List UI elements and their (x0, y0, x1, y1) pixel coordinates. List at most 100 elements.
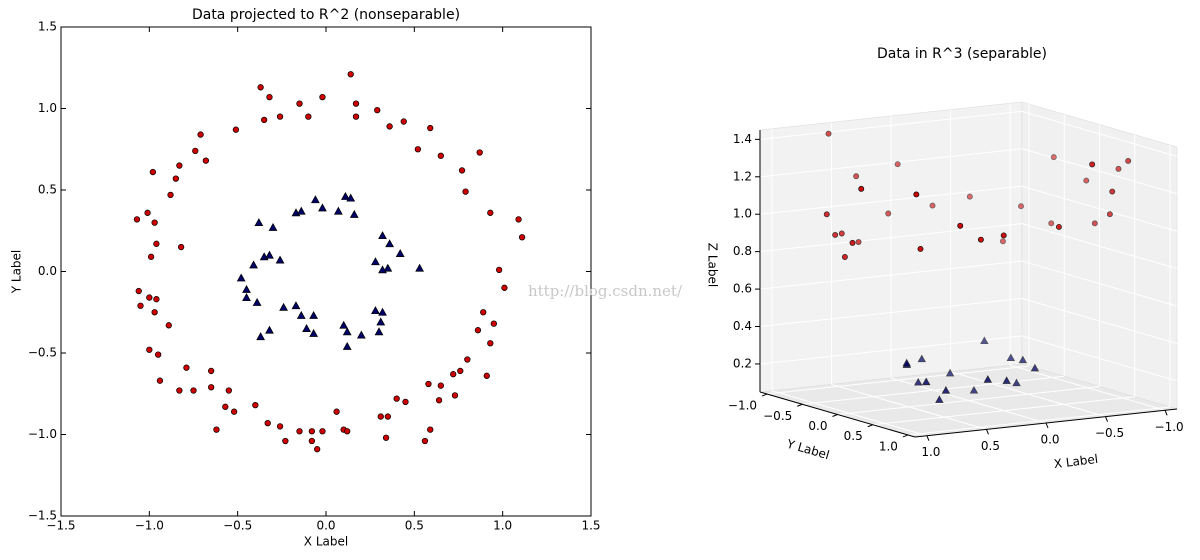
watermark: http://blog.csdn.net/ (528, 282, 683, 300)
circle-point (495, 266, 503, 274)
triangle-point (385, 239, 394, 248)
triangle-point (395, 249, 405, 257)
circle-point (458, 167, 466, 174)
z-axis-label: Z Label (706, 243, 720, 287)
x-tick (985, 429, 989, 435)
circle-point (167, 191, 174, 199)
circle-point (183, 364, 190, 371)
grid-line (1021, 260, 1178, 307)
y-tick-label: 0.0 (808, 419, 827, 433)
grid-line (1021, 298, 1178, 344)
triangle-point (342, 341, 352, 350)
circle-point (374, 106, 381, 114)
triangle-point (346, 193, 356, 202)
triangle-point (341, 191, 350, 200)
y-tick-label: −1.5 (28, 509, 57, 523)
circle-point (352, 113, 360, 120)
circle-point (853, 173, 860, 180)
circle-point (1048, 220, 1055, 227)
circle-point (1018, 203, 1024, 210)
y-tick (797, 403, 803, 407)
circle-point (257, 84, 264, 91)
triangle-point (371, 257, 380, 266)
triangle-point (302, 324, 311, 332)
y-tick-label: 1.5 (38, 20, 57, 34)
triangle-point (268, 222, 278, 231)
z-tick-label: 1.0 (733, 207, 752, 221)
circle-point (999, 238, 1006, 245)
circle-point (1091, 220, 1098, 227)
chart-title: Data projected to R^2 (nonseparable) (192, 7, 460, 23)
circle-point (276, 113, 284, 120)
circle-point (515, 216, 522, 223)
triangle-point (249, 260, 258, 269)
grid-line (766, 365, 1030, 395)
circle-point (165, 322, 172, 329)
grid-line (872, 396, 1135, 426)
triangle-point (265, 250, 274, 259)
grid-line (759, 260, 1023, 290)
triangle-point (945, 368, 955, 377)
circle-point (192, 147, 199, 155)
y-tick (902, 434, 909, 438)
circle-point (319, 93, 326, 101)
triangle-point (252, 297, 262, 306)
plot-frame (60, 26, 592, 517)
circle-point (190, 387, 197, 394)
circle-point (1125, 158, 1132, 164)
circle-point (155, 351, 162, 358)
circle-point (393, 395, 400, 402)
triangle-point (378, 265, 387, 274)
y-tick-label: 0.5 (38, 183, 57, 197)
circle-point (137, 302, 144, 309)
circle-point (344, 428, 351, 435)
triangle-point (374, 327, 384, 336)
circle-point (153, 240, 160, 247)
circle-point (232, 126, 240, 133)
circle-point (252, 402, 259, 409)
grid-line (1021, 148, 1178, 195)
grid-line (1021, 223, 1178, 270)
triangle-point (902, 358, 911, 367)
y-axis-line (759, 391, 916, 438)
z-tick-label: 0.8 (733, 244, 752, 258)
circle-point (151, 219, 158, 226)
circle-point (414, 146, 422, 153)
circle-point (1050, 154, 1057, 161)
circle-point (929, 202, 936, 209)
circle-point (1083, 177, 1090, 184)
circle-point (400, 118, 407, 125)
triangle-point (265, 325, 274, 334)
triangle-point (333, 206, 343, 215)
grid-line (759, 335, 1023, 365)
triangle-point (275, 255, 285, 264)
circle-point (457, 367, 464, 375)
circle-point (282, 437, 289, 445)
grid-line (907, 406, 1171, 436)
x-tick-label: 0.0 (316, 519, 335, 533)
circle-point (966, 193, 973, 200)
circle-point (176, 162, 183, 169)
circle-point (464, 356, 471, 363)
triangle-point (1006, 353, 1016, 362)
circle-point (450, 371, 457, 378)
triangle-point (378, 231, 387, 240)
circle-point (1106, 211, 1113, 218)
x-tick-label: 1.5 (581, 519, 600, 533)
x-axis-label: X Label (1053, 452, 1099, 471)
circle-point (474, 327, 482, 334)
circle-point (483, 372, 490, 379)
circle-point (319, 428, 326, 435)
grid-line (1021, 110, 1178, 157)
circle-point (266, 93, 273, 101)
grid-line (837, 386, 1100, 415)
y-tick-label: −0.5 (28, 346, 57, 360)
circle-point (225, 387, 232, 394)
circle-point (957, 222, 964, 229)
x-tick-label: −1.0 (1155, 420, 1184, 434)
circle-point (1109, 188, 1116, 195)
circle-point (487, 209, 494, 216)
triangle-point (291, 301, 301, 310)
circle-point (296, 100, 303, 107)
y-tick-label: 1.0 (38, 101, 57, 115)
